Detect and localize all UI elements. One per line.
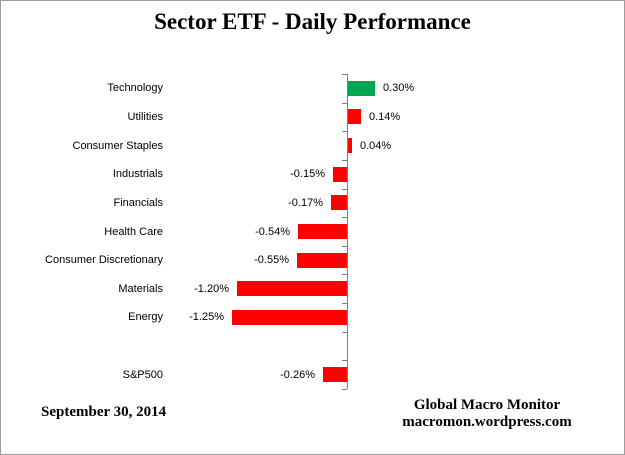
axis-tick xyxy=(342,160,347,161)
category-label-energy: Energy xyxy=(128,311,163,323)
category-label-materials: Materials xyxy=(118,283,163,295)
category-label-consumer-staples: Consumer Staples xyxy=(72,140,164,152)
chart-title: Sector ETF - Daily Performance xyxy=(154,9,471,34)
bar-consumer-discretionary xyxy=(297,253,347,268)
bar-s-p500 xyxy=(323,367,347,382)
axis-tick xyxy=(342,74,347,75)
bar-technology xyxy=(348,81,375,96)
axis-tick xyxy=(342,360,347,361)
value-label-technology: 0.30% xyxy=(383,82,415,94)
value-label-financials: -0.17% xyxy=(288,197,323,209)
value-label-utilities: 0.14% xyxy=(369,111,401,123)
source-name: Global Macro Monitor xyxy=(413,397,561,413)
axis-tick xyxy=(342,131,347,132)
value-label-materials: -1.20% xyxy=(194,283,229,295)
bar-financials xyxy=(331,195,347,210)
axis-tick xyxy=(342,103,347,104)
date-label: September 30, 2014 xyxy=(41,404,167,420)
axis-tick xyxy=(342,332,347,333)
axis-tick xyxy=(342,189,347,190)
value-label-health-care: -0.54% xyxy=(255,226,290,238)
bar-materials xyxy=(237,281,347,296)
bar-health-care xyxy=(298,224,347,239)
bar-utilities xyxy=(348,109,361,124)
category-label-industrials: Industrials xyxy=(112,168,163,180)
axis-tick xyxy=(342,274,347,275)
value-label-s-p500: -0.26% xyxy=(280,369,315,381)
category-label-technology: Technology xyxy=(107,82,163,94)
axis-tick xyxy=(342,246,347,247)
value-label-energy: -1.25% xyxy=(189,311,224,323)
category-label-s-p500: S&P500 xyxy=(122,369,163,381)
source-url: macromon.wordpress.com xyxy=(402,414,572,430)
axis-tick xyxy=(342,389,347,390)
bar-consumer-staples xyxy=(348,138,352,153)
category-label-utilities: Utilities xyxy=(127,111,163,123)
axis-tick xyxy=(342,217,347,218)
bar-industrials xyxy=(333,167,347,182)
value-label-consumer-discretionary: -0.55% xyxy=(254,254,289,266)
category-label-financials: Financials xyxy=(113,197,163,209)
bar-energy xyxy=(232,310,347,325)
category-label-health-care: Health Care xyxy=(104,226,163,238)
axis-tick xyxy=(342,303,347,304)
value-label-consumer-staples: 0.04% xyxy=(360,140,392,152)
y-axis xyxy=(347,74,348,389)
source-attribution: Global Macro Monitor macromon.wordpress.… xyxy=(397,397,577,431)
category-label-consumer-discretionary: Consumer Discretionary xyxy=(45,254,163,266)
value-label-industrials: -0.15% xyxy=(290,168,325,180)
